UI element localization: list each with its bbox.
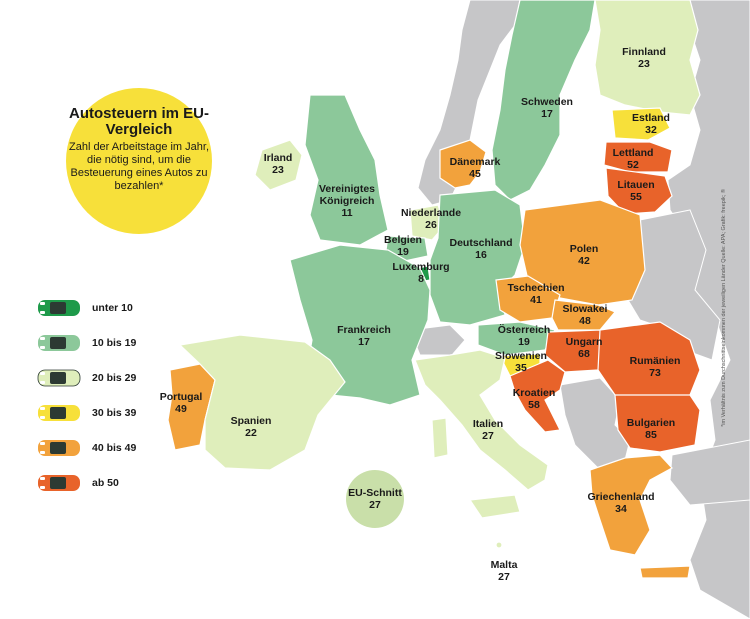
title-block: Autosteuern im EU-Vergleich Zahl der Arb… [66, 106, 212, 193]
car-icon [36, 472, 84, 494]
country-label-luxembourg: Luxemburg 8 [392, 261, 449, 285]
country-label-bulgaria: Bulgarien 85 [627, 417, 675, 441]
source-note-text: *im Verhältnis zum Durchschnittseinkomme… [720, 189, 727, 427]
country-label-malta: Malta 27 [491, 559, 518, 583]
country-label-czechia: Tschechien 41 [508, 282, 565, 306]
country-label-italy: Italien 27 [473, 418, 503, 442]
country-label-estonia: Estland 32 [632, 112, 670, 136]
car-icon [36, 367, 84, 389]
country-label-sweden: Schweden 17 [521, 96, 573, 120]
country-label-belgium: Belgien 19 [384, 234, 422, 258]
country-label-uk: Vereinigtes Königreich 11 [312, 183, 382, 219]
country-label-greece: Griechenland 34 [587, 491, 654, 515]
country-label-hungary: Ungarn 68 [566, 336, 603, 360]
title-subtitle: Zahl der Arbeitstage im Jahr, die nötig … [66, 141, 212, 193]
country-label-croatia: Kroatien 58 [513, 387, 556, 411]
country-label-latvia: Lettland 52 [613, 147, 654, 171]
country-label-slovenia: Slowenien 35 [495, 350, 547, 374]
country-label-denmark: Dänemark 45 [450, 156, 501, 180]
legend-label: unter 10 [92, 302, 133, 314]
country-label-portugal: Portugal 49 [160, 391, 203, 415]
country-label-ireland: Irland 23 [264, 152, 293, 176]
source-note: *im Verhältnis zum Durchschnittseinkomme… [716, 8, 728, 608]
country-label-romania: Rumänien 73 [630, 355, 681, 379]
car-icon [36, 297, 84, 319]
country-label-austria: Österreich 19 [498, 324, 551, 348]
country-label-germany: Deutschland 16 [449, 237, 512, 261]
sicily-shape [470, 495, 520, 518]
legend-label: 30 bis 39 [92, 407, 136, 419]
car-icon [36, 437, 84, 459]
crete-shape [640, 566, 690, 578]
country-label-slovakia: Slowakei 48 [563, 303, 608, 327]
country-label-lithuania: Litauen 55 [617, 179, 654, 203]
country-label-netherlands: Niederlande 26 [401, 207, 461, 231]
country-label-spain: Spanien 22 [231, 415, 272, 439]
title-heading: Autosteuern im EU-Vergleich [66, 106, 212, 138]
legend-label: ab 50 [92, 477, 119, 489]
car-icon [36, 402, 84, 424]
country-label-finland: Finnland 23 [622, 46, 666, 70]
country-label-france: Frankreich 17 [337, 324, 391, 348]
legend-label: 40 bis 49 [92, 442, 136, 454]
turkey-shape [670, 440, 750, 505]
car-icon [36, 332, 84, 354]
malta-shape [496, 542, 502, 548]
country-label-poland: Polen 42 [570, 243, 599, 267]
sardinia-shape [432, 418, 448, 458]
legend-label: 20 bis 29 [92, 372, 136, 384]
eu-average-label: EU-Schnitt 27 [348, 487, 402, 511]
uk-shape [305, 95, 388, 245]
legend-label: 10 bis 19 [92, 337, 136, 349]
